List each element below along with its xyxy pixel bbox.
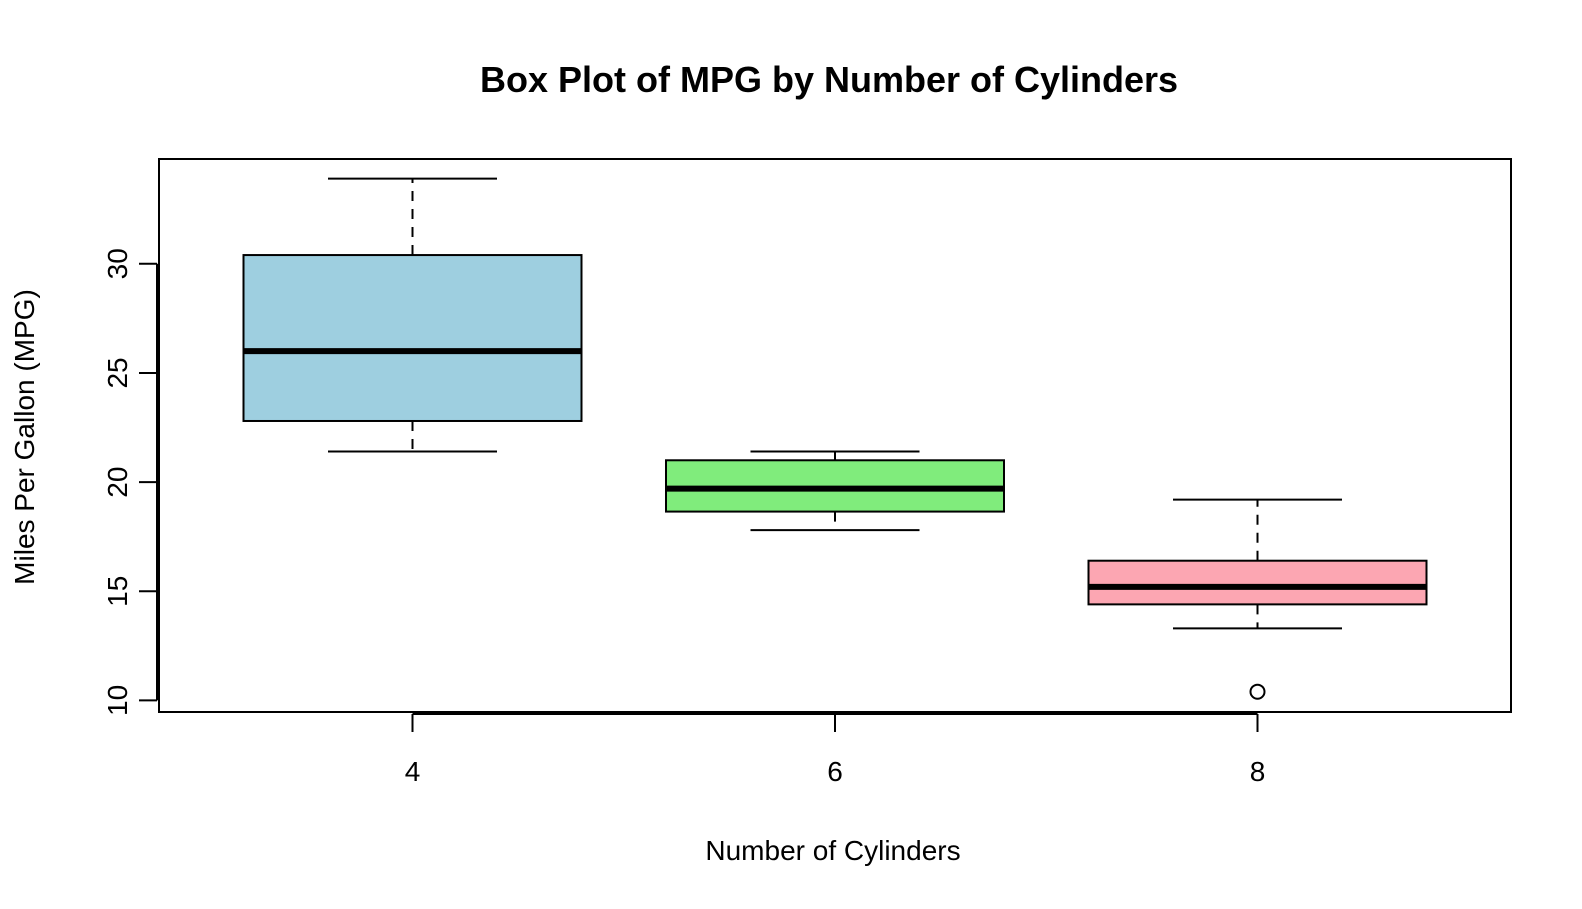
y-axis-label: Miles Per Gallon (MPG): [9, 289, 40, 585]
box-group-8: [1087, 498, 1428, 700]
y-tick-label: 15: [102, 576, 133, 607]
y-tick-label: 30: [102, 248, 133, 279]
x-tick-label: 8: [1250, 756, 1266, 787]
iqr-box: [1087, 559, 1428, 606]
x-axis-label: Number of Cylinders: [705, 835, 960, 866]
boxes-layer: [242, 177, 1428, 700]
chart-title: Box Plot of MPG by Number of Cylinders: [480, 59, 1178, 100]
plot-frame: [158, 158, 1512, 713]
x-tick-label: 4: [405, 756, 421, 787]
x-tick-label: 6: [827, 756, 843, 787]
y-tick-label: 20: [102, 467, 133, 498]
x-axis: 4 6 8: [405, 713, 1266, 787]
y-axis: 10 15 20 25 30: [102, 248, 158, 716]
box-group-4: [242, 177, 583, 453]
iqr-box: [242, 254, 583, 422]
box-group-6: [665, 450, 1005, 532]
y-tick-label: 10: [102, 685, 133, 716]
y-tick-label: 25: [102, 357, 133, 388]
outlier-point: [1249, 683, 1266, 700]
